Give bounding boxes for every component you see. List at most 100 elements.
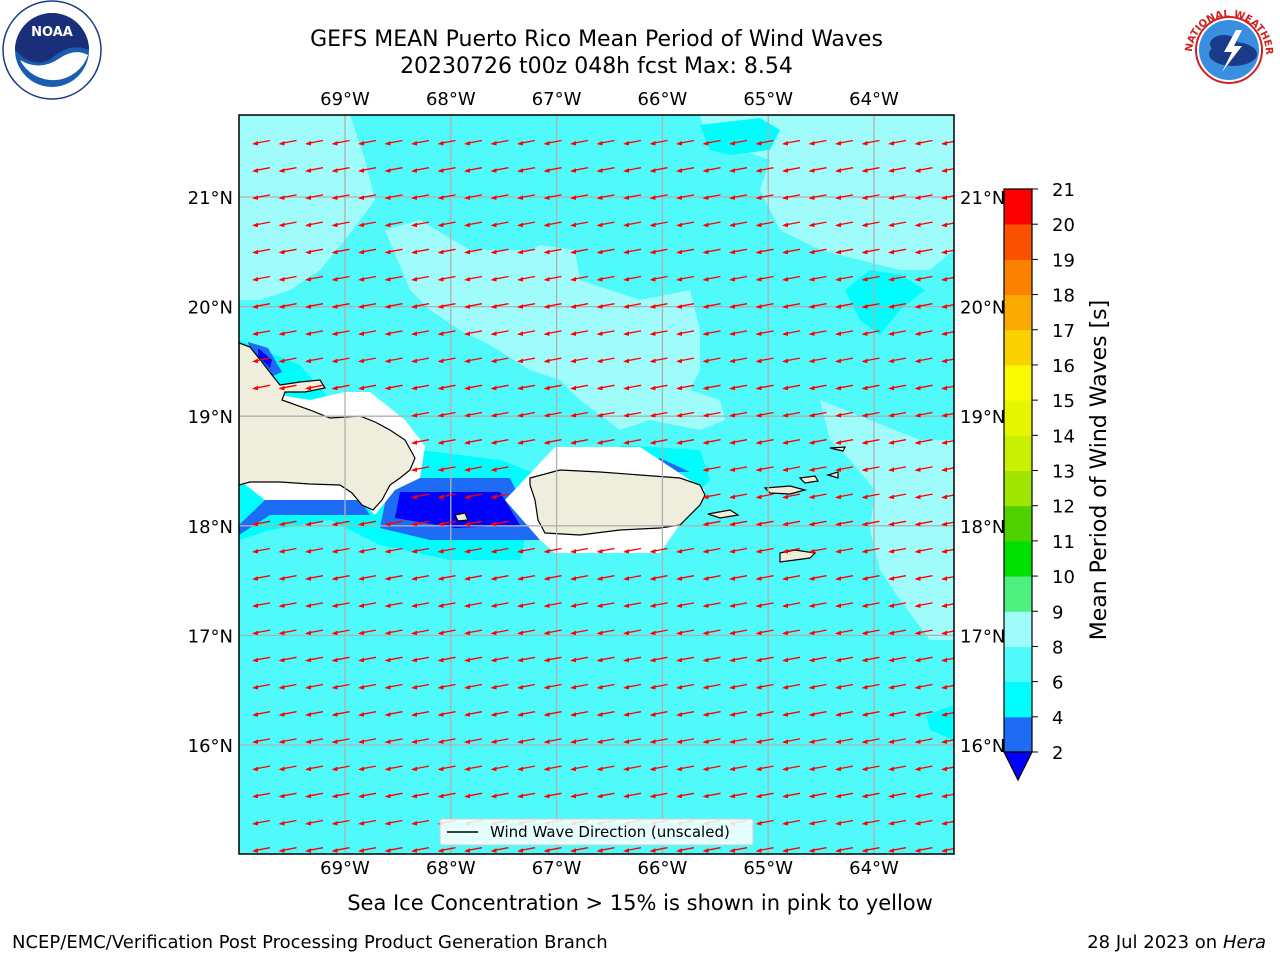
wind-wave-arrow: [835, 221, 854, 228]
colorbar-tick-label: 9: [1052, 602, 1063, 623]
wind-wave-arrow: [437, 683, 456, 690]
wind-wave-arrow: [384, 384, 403, 391]
wind-wave-arrow: [252, 520, 271, 527]
islet-land: [454, 512, 469, 522]
wind-wave-arrow: [596, 411, 615, 418]
wind-wave-arrow: [649, 357, 668, 364]
wind-wave-arrow: [278, 547, 297, 554]
wind-wave-arrow: [914, 656, 933, 663]
wave-period-contour-8-9: [239, 115, 375, 300]
wind-wave-arrow: [543, 167, 562, 173]
wind-wave-arrow: [570, 275, 589, 282]
wind-wave-arrow: [888, 384, 907, 391]
wind-wave-arrow: [676, 303, 695, 309]
wind-wave-arrow: [278, 520, 297, 527]
wind-wave-arrow: [490, 139, 509, 146]
wind-wave-arrow: [729, 765, 748, 772]
wind-wave-arrow: [596, 738, 615, 744]
wind-wave-arrow: [358, 683, 377, 690]
wind-wave-arrow: [570, 411, 589, 418]
wind-wave-arrow: [914, 330, 933, 336]
wind-wave-arrow: [464, 547, 483, 554]
wind-wave-arrow: [305, 547, 324, 554]
wind-wave-arrow: [941, 331, 954, 336]
wind-wave-arrow: [411, 384, 430, 391]
wind-wave-arrow: [252, 683, 271, 690]
wind-wave-arrow: [729, 439, 748, 445]
wind-wave-arrow: [729, 792, 748, 799]
colorbar-tick-label: 12: [1052, 497, 1075, 518]
wind-wave-arrow: [384, 629, 403, 636]
wind-wave-arrow: [411, 819, 430, 826]
wind-wave-arrow: [358, 167, 377, 173]
wind-wave-arrow: [278, 765, 297, 772]
wind-wave-arrow: [649, 656, 668, 663]
wind-wave-arrow: [808, 765, 827, 772]
wind-wave-arrow: [755, 847, 774, 853]
wind-wave-arrow: [596, 384, 615, 391]
wind-wave-arrow: [358, 194, 377, 200]
wind-wave-arrow: [861, 330, 880, 336]
wind-wave-arrow: [649, 711, 668, 717]
wind-wave-arrow: [358, 765, 377, 772]
wind-wave-arrow: [782, 439, 801, 445]
wind-wave-arrow: [888, 139, 907, 146]
lon-tick-label: 64°W: [849, 89, 899, 110]
wind-wave-arrow: [914, 221, 933, 228]
wind-wave-arrow: [729, 575, 748, 581]
wind-wave-arrow: [782, 683, 801, 690]
wind-wave-arrow: [676, 575, 695, 581]
wind-wave-arrow: [941, 521, 954, 527]
wind-wave-arrow: [755, 221, 774, 228]
colorbar-tick-label: 14: [1052, 426, 1075, 447]
wind-wave-arrow: [411, 683, 430, 690]
wind-wave-arrow: [729, 847, 748, 853]
wind-wave-arrow: [835, 847, 854, 853]
lat-tick-label: 20°N: [960, 298, 1005, 319]
wind-wave-arrow: [782, 194, 801, 200]
wave-period-contour-8-9: [385, 220, 725, 430]
colorbar-band: [1004, 540, 1032, 577]
wind-wave-arrow: [649, 248, 668, 255]
wind-wave-arrow: [464, 711, 483, 717]
wind-wave-arrow: [437, 792, 456, 799]
wind-wave-arrow: [888, 357, 907, 364]
wind-wave-arrow: [278, 711, 297, 717]
wind-wave-arrow: [729, 602, 748, 608]
wind-wave-arrow: [252, 248, 271, 255]
wind-wave-arrow: [437, 167, 456, 173]
anguilla-land: [829, 446, 847, 452]
wind-wave-arrow: [252, 167, 271, 173]
wind-wave-arrow: [835, 357, 854, 364]
wind-wave-arrow: [755, 547, 774, 554]
wind-wave-arrow: [464, 411, 483, 418]
wind-wave-arrow: [490, 466, 509, 472]
wind-wave-arrow: [252, 792, 271, 799]
wind-wave-arrow: [517, 330, 536, 336]
wind-wave-arrow: [835, 139, 854, 146]
wind-wave-arrow: [888, 330, 907, 336]
wind-wave-arrow: [464, 139, 483, 146]
wind-wave-arrow: [808, 275, 827, 282]
wind-wave-arrow: [543, 384, 562, 391]
wind-wave-arrow: [914, 711, 933, 717]
wind-wave-arrow: [252, 303, 271, 309]
wind-wave-arrow: [782, 602, 801, 608]
wind-wave-arrow: [543, 330, 562, 336]
wind-wave-arrow: [649, 792, 668, 799]
wind-wave-arrow: [358, 629, 377, 636]
wind-wave-arrow: [570, 602, 589, 608]
wind-wave-arrow: [808, 357, 827, 364]
wind-wave-arrow: [358, 711, 377, 717]
wind-wave-arrow: [729, 547, 748, 554]
wind-wave-arrow: [888, 738, 907, 744]
wind-wave-arrow: [914, 520, 933, 527]
wind-wave-arrow: [623, 575, 642, 581]
wind-wave-arrow: [729, 139, 748, 146]
wind-wave-arrow: [278, 167, 297, 173]
wind-wave-arrow: [861, 493, 880, 500]
wind-wave-arrow: [331, 629, 350, 636]
wind-wave-arrow: [676, 439, 695, 445]
wind-wave-arrow: [305, 602, 324, 608]
wind-wave-arrow: [331, 683, 350, 690]
